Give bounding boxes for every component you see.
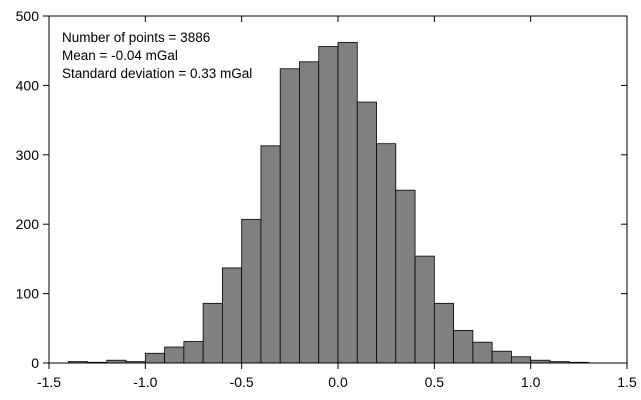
histogram-bar	[221, 267, 243, 364]
histogram-bar	[299, 61, 320, 364]
y-tick-label: 300	[16, 147, 40, 163]
histogram-bar	[144, 352, 166, 364]
histogram-bar	[472, 341, 493, 364]
stat-annotation: Number of points = 3886	[62, 30, 210, 45]
y-tick-label: 400	[16, 77, 40, 93]
histogram-bar	[202, 302, 223, 364]
histogram-bar	[414, 255, 435, 364]
x-tick-label: -1.0	[133, 374, 157, 390]
y-tick-label: 100	[16, 286, 40, 302]
x-tick-label: 1.0	[521, 374, 541, 390]
histogram-bar	[337, 41, 358, 364]
histogram-bar	[453, 329, 474, 364]
stat-annotation: Standard deviation = 0.33 mGal	[62, 66, 252, 81]
histogram-bar	[395, 189, 416, 364]
histogram-bar	[356, 101, 377, 364]
x-tick-label: -1.5	[37, 374, 61, 390]
y-tick-label: 500	[16, 8, 40, 24]
stat-annotation: Mean = -0.04 mGal	[62, 48, 178, 63]
y-tick-label: 0	[31, 355, 39, 371]
x-tick-label: 1.5	[617, 374, 637, 390]
histogram-bar	[510, 356, 532, 364]
histogram-bar	[164, 346, 185, 364]
histogram-bar	[260, 145, 281, 364]
histogram-bar	[318, 46, 339, 364]
bars-group	[67, 41, 589, 364]
histogram-bar	[241, 218, 262, 364]
tick-labels-group: -1.5 -1.0 -0.5 0.0 0.5 1.0 1.5 0 100 200 300 400 500	[16, 8, 637, 390]
x-tick-label: 0.0	[328, 374, 348, 390]
histogram-bar	[433, 302, 454, 364]
y-tick-label: 200	[16, 216, 40, 232]
histogram-bar	[183, 341, 204, 364]
annotations-group: Number of points = 3886 Mean = -0.04 mGal…	[62, 30, 252, 81]
histogram-bar	[491, 350, 512, 364]
histogram-bar	[376, 143, 397, 364]
histogram-bar	[279, 68, 300, 364]
x-tick-label: -0.5	[230, 374, 254, 390]
x-tick-label: 0.5	[425, 374, 445, 390]
ticks-group	[43, 15, 628, 369]
